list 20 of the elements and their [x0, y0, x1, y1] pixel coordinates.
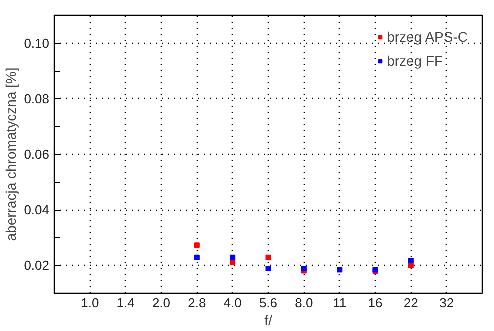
y-axis-title: aberracja chromatyczna [%]: [3, 68, 20, 242]
x-tick-label: 5.6: [259, 296, 278, 310]
x-tick-label: 2.8: [188, 296, 206, 310]
y-tick-label: 0.02: [24, 258, 50, 274]
y-tick-label: 0.08: [24, 91, 50, 106]
x-tick-label: 16: [368, 296, 383, 310]
x-tick-label: 32: [440, 296, 454, 310]
x-tick-label: 1.4: [116, 296, 135, 310]
x-tick-label: 4.0: [224, 296, 242, 310]
legend-label: brzeg APS-C: [387, 29, 468, 45]
legend-label: brzeg FF: [387, 53, 444, 69]
y-tick-label: 0.04: [24, 202, 50, 218]
x-tick-label: 22: [404, 296, 418, 310]
x-tick-label: 11: [333, 296, 347, 310]
y-tick-label: 0.06: [24, 147, 50, 162]
x-tick-label: 8.0: [295, 296, 314, 310]
x-tick-label: 1.0: [81, 296, 100, 310]
y-tick-label: 0.10: [24, 36, 50, 51]
x-axis-title: f/: [264, 312, 272, 328]
x-tick-label: 2.0: [152, 296, 171, 310]
